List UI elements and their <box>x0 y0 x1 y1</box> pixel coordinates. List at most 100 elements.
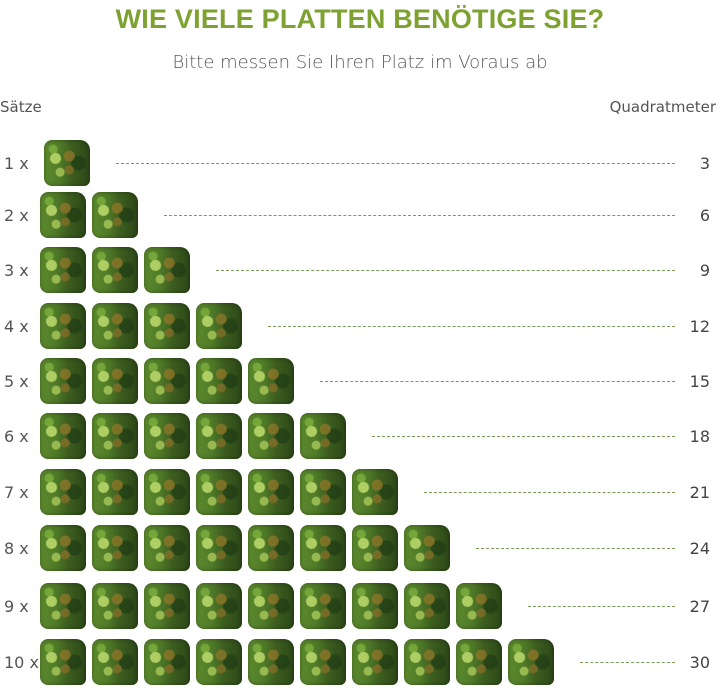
square-meters-value: 12 <box>689 317 710 336</box>
square-meters-value: 9 <box>699 261 710 280</box>
hedge-panel-icon <box>300 469 346 515</box>
hedge-panel-icon <box>92 583 138 629</box>
hedge-panel-icon <box>92 639 138 685</box>
hedge-panel-icon <box>404 525 450 571</box>
hedge-panel-icon <box>40 639 86 685</box>
table-row: 8 x 24 <box>0 525 720 577</box>
sets-column-header: Sätze <box>0 98 42 116</box>
hedge-panel-icon <box>40 192 86 238</box>
square-meters-value: 24 <box>689 539 710 558</box>
hedge-panel-icon <box>248 413 294 459</box>
hedge-panel-icon <box>248 469 294 515</box>
panel-tiles <box>40 192 138 238</box>
square-meters-value: 21 <box>689 483 710 502</box>
dashed-divider <box>528 606 675 607</box>
panel-tiles <box>40 358 294 404</box>
panel-tiles <box>40 469 398 515</box>
page-title: WIE VIELE PLATTEN BENÖTIGE SIE? <box>115 4 605 34</box>
dashed-divider <box>424 492 675 493</box>
panel-tiles <box>40 247 190 293</box>
dashed-divider <box>268 326 675 327</box>
hedge-panel-icon <box>92 358 138 404</box>
sets-label: 7 x <box>4 483 29 502</box>
table-row: 7 x 21 <box>0 469 720 521</box>
hedge-panel-icon <box>144 639 190 685</box>
hedge-panel-icon <box>92 469 138 515</box>
hedge-panel-icon <box>196 639 242 685</box>
sets-label: 10 x <box>4 653 39 672</box>
table-row: 2 x 6 <box>0 192 720 244</box>
hedge-panel-icon <box>352 639 398 685</box>
hedge-panel-icon <box>248 358 294 404</box>
sets-label: 8 x <box>4 539 29 558</box>
square-meters-column-header: Quadratmeter <box>609 98 716 116</box>
hedge-panel-icon <box>144 303 190 349</box>
panel-tiles <box>40 525 450 571</box>
hedge-panel-icon <box>92 303 138 349</box>
table-row: 4 x 12 <box>0 303 720 355</box>
subtitle: Bitte messen Sie Ihren Platz im Voraus a… <box>172 52 548 73</box>
sets-label: 4 x <box>4 317 29 336</box>
hedge-panel-icon <box>352 583 398 629</box>
hedge-panel-icon <box>248 583 294 629</box>
hedge-panel-icon <box>144 247 190 293</box>
panel-tiles <box>40 583 502 629</box>
hedge-panel-icon <box>456 583 502 629</box>
hedge-panel-icon <box>92 247 138 293</box>
dashed-divider <box>372 436 675 437</box>
sets-label: 1 x <box>4 154 29 173</box>
dashed-divider <box>320 381 675 382</box>
hedge-panel-icon <box>196 469 242 515</box>
sets-label: 3 x <box>4 261 29 280</box>
dashed-divider <box>116 163 675 164</box>
sets-label: 2 x <box>4 206 29 225</box>
square-meters-value: 18 <box>689 427 710 446</box>
hedge-panel-icon <box>40 247 86 293</box>
hedge-panel-icon <box>144 583 190 629</box>
dashed-divider <box>580 662 675 663</box>
hedge-panel-icon <box>144 358 190 404</box>
hedge-panel-icon <box>352 525 398 571</box>
hedge-panel-icon <box>196 525 242 571</box>
square-meters-value: 27 <box>689 597 710 616</box>
hedge-panel-icon <box>40 413 86 459</box>
hedge-panel-icon <box>352 469 398 515</box>
panel-tiles <box>40 303 242 349</box>
square-meters-value: 30 <box>689 653 710 672</box>
table-row: 9 x 27 <box>0 583 720 635</box>
dashed-divider <box>476 548 675 549</box>
hedge-panel-icon <box>40 469 86 515</box>
hedge-panel-icon <box>40 303 86 349</box>
square-meters-value: 6 <box>699 206 710 225</box>
hedge-panel-icon <box>300 525 346 571</box>
hedge-panel-icon <box>144 525 190 571</box>
hedge-panel-icon <box>92 192 138 238</box>
hedge-panel-icon <box>300 639 346 685</box>
hedge-panel-icon <box>144 469 190 515</box>
hedge-panel-icon <box>456 639 502 685</box>
hedge-panel-icon <box>40 583 86 629</box>
hedge-panel-icon <box>196 358 242 404</box>
hedge-panel-icon <box>144 413 190 459</box>
hedge-panel-icon <box>508 639 554 685</box>
hedge-panel-icon <box>300 413 346 459</box>
hedge-panel-icon <box>300 583 346 629</box>
hedge-panel-icon <box>404 583 450 629</box>
hedge-panel-icon <box>404 639 450 685</box>
hedge-panel-icon <box>196 303 242 349</box>
table-row: 3 x 9 <box>0 247 720 299</box>
hedge-panel-icon <box>40 525 86 571</box>
sets-label: 6 x <box>4 427 29 446</box>
table-row: 1 x 3 <box>0 140 720 192</box>
hedge-panel-icon <box>92 413 138 459</box>
hedge-panel-icon <box>40 358 86 404</box>
hedge-panel-icon <box>92 525 138 571</box>
panel-tiles <box>40 413 346 459</box>
hedge-panel-icon <box>248 525 294 571</box>
dashed-divider <box>216 270 675 271</box>
table-row: 5 x 15 <box>0 358 720 410</box>
hedge-panel-icon <box>196 583 242 629</box>
sets-label: 5 x <box>4 372 29 391</box>
panel-tiles <box>40 639 554 685</box>
square-meters-value: 3 <box>699 154 710 173</box>
